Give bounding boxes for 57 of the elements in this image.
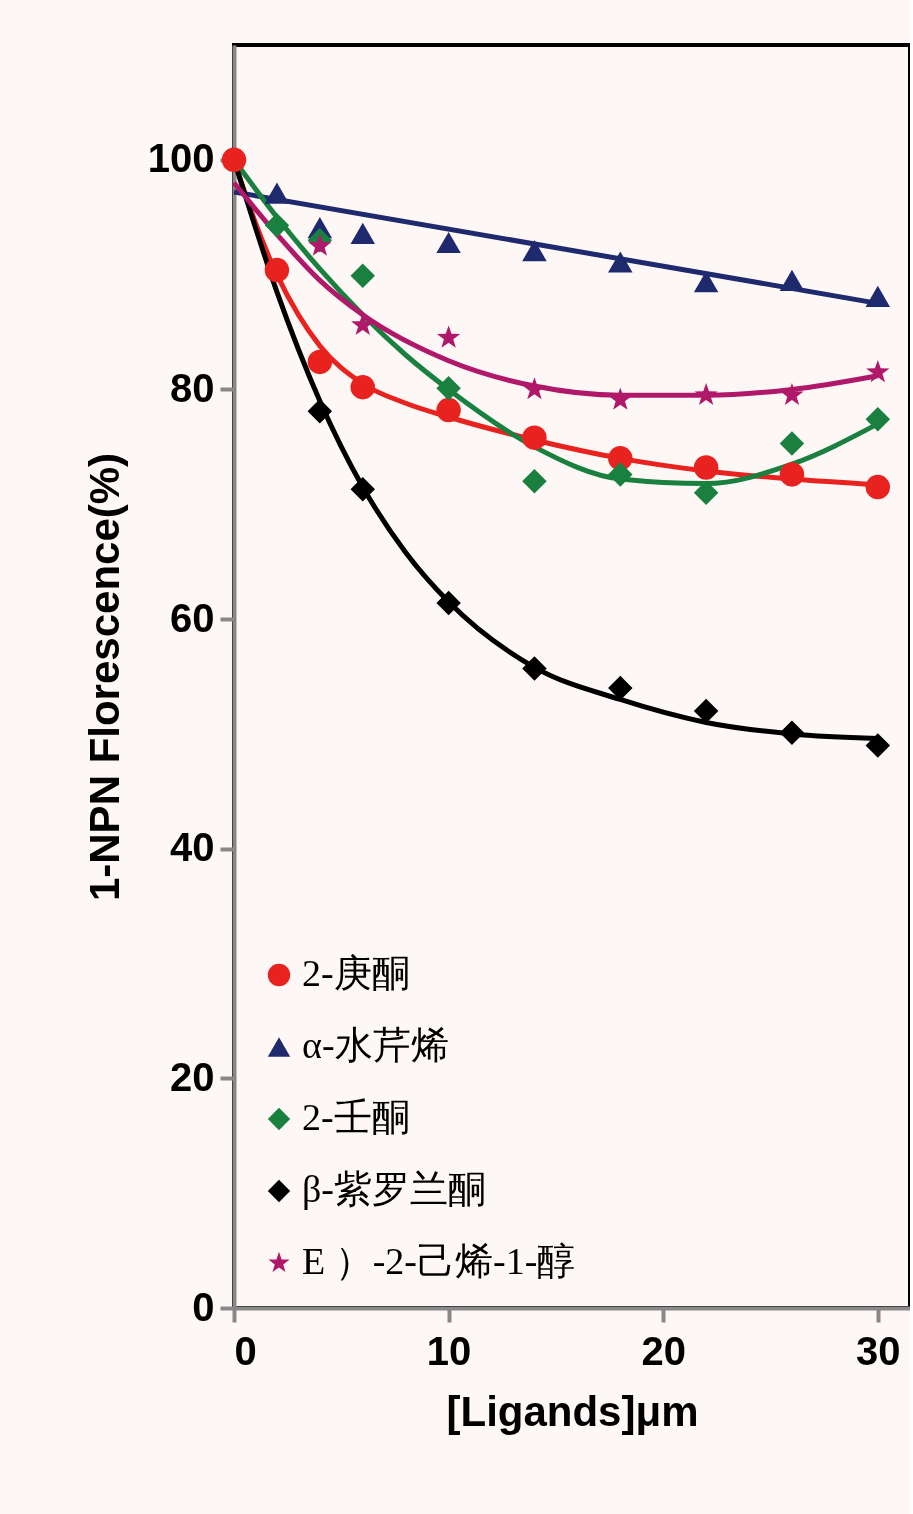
y-tick-label: 0 bbox=[192, 1284, 215, 1329]
point bbox=[264, 257, 290, 283]
y-tick-label: 100 bbox=[147, 136, 215, 181]
point bbox=[350, 263, 376, 289]
y-tick-label: 40 bbox=[170, 825, 215, 870]
point bbox=[780, 382, 804, 406]
legend-label: E ）-2-己烯-1-醇 bbox=[302, 1240, 576, 1282]
point bbox=[350, 374, 376, 400]
point bbox=[779, 431, 805, 456]
legend-label: 2-壬酮 bbox=[302, 1096, 410, 1138]
point bbox=[779, 720, 805, 746]
point bbox=[307, 399, 333, 424]
point bbox=[350, 477, 376, 502]
point bbox=[522, 239, 547, 262]
point bbox=[264, 182, 290, 204]
y-tick-label: 20 bbox=[170, 1054, 215, 1099]
point bbox=[865, 474, 891, 500]
point bbox=[865, 285, 891, 308]
point bbox=[693, 698, 719, 724]
x-tick-label: 10 bbox=[426, 1328, 472, 1373]
point bbox=[350, 222, 376, 244]
point bbox=[608, 675, 633, 701]
point bbox=[608, 387, 632, 410]
point bbox=[436, 376, 461, 401]
point bbox=[608, 462, 633, 487]
x-tick-label: 20 bbox=[641, 1328, 686, 1373]
point bbox=[779, 269, 805, 291]
point bbox=[436, 397, 461, 423]
point bbox=[866, 359, 890, 383]
point bbox=[865, 733, 891, 758]
point bbox=[694, 382, 718, 406]
point bbox=[264, 213, 290, 238]
point bbox=[865, 407, 891, 432]
point bbox=[693, 455, 719, 480]
point bbox=[436, 231, 461, 254]
point bbox=[522, 469, 547, 494]
point bbox=[308, 233, 332, 256]
y-tick-label: 80 bbox=[170, 365, 215, 410]
point bbox=[436, 590, 461, 616]
point bbox=[522, 377, 547, 400]
legend-label: β-紫罗兰酮 bbox=[302, 1168, 486, 1210]
point bbox=[608, 251, 633, 273]
point bbox=[522, 656, 547, 681]
point bbox=[522, 425, 547, 450]
legend-label: α-水芹烯 bbox=[302, 1024, 449, 1066]
x-axis-title: [Ligands]μm bbox=[446, 1387, 699, 1435]
legend-label: 2-庚酮 bbox=[302, 952, 410, 994]
point bbox=[221, 147, 247, 173]
x-tick-label: 30 bbox=[856, 1328, 901, 1373]
x-tick-label: 0 bbox=[234, 1328, 257, 1373]
point bbox=[307, 349, 333, 375]
point bbox=[693, 480, 719, 506]
y-axis-title: 1-NPN Florescence(%) bbox=[80, 452, 128, 902]
point bbox=[693, 270, 719, 293]
point bbox=[436, 325, 461, 348]
y-tick-label: 60 bbox=[170, 595, 215, 640]
point bbox=[779, 462, 805, 487]
